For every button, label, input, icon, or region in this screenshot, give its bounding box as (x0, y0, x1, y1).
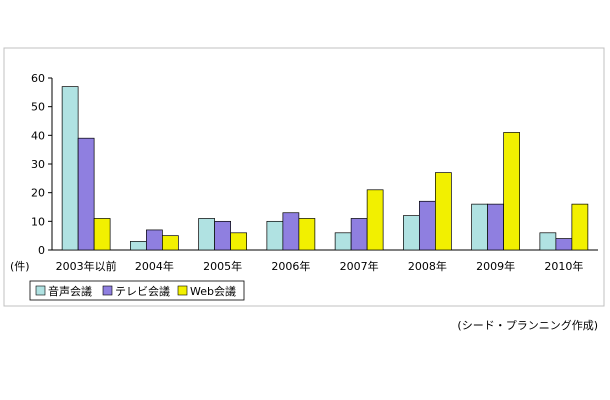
legend-label-audio: 音声会議 (48, 284, 92, 298)
bar-audio (61, 86, 79, 251)
source-note: (シード・プランニング作成) (457, 318, 598, 332)
bar-video (487, 203, 504, 251)
bar-video (146, 229, 163, 251)
bar-web (503, 132, 520, 251)
bar-video (214, 220, 231, 251)
legend-label-video: テレビ会議 (115, 284, 170, 298)
bar-video (350, 218, 368, 251)
bar-web (366, 189, 384, 251)
x-category-label: 2005年 (203, 259, 242, 273)
bar-web (435, 172, 452, 251)
legend-swatch-web (177, 285, 188, 296)
y-tick-label: 60 (31, 72, 45, 85)
bar-audio (130, 241, 147, 251)
bar-web (230, 232, 247, 251)
x-category-label: 2004年 (135, 259, 174, 273)
y-tick-label: 0 (38, 244, 45, 257)
legend-swatch-audio (35, 285, 46, 296)
bar-web (298, 218, 316, 251)
legend-label-web: Web会議 (190, 284, 236, 298)
legend: 音声会議 テレビ会議 Web会議 (29, 280, 245, 301)
x-category-label: 2008年 (408, 259, 447, 273)
legend-swatch-video (102, 285, 113, 296)
bar-video (555, 238, 573, 251)
bar-web (93, 218, 111, 251)
y-axis-unit-label: (件) (10, 260, 30, 273)
bar-audio (403, 215, 420, 251)
bar-audio (334, 232, 352, 251)
x-category-label: 2009年 (476, 259, 515, 273)
bar-audio (539, 232, 557, 251)
y-tick-label: 50 (31, 101, 45, 114)
y-tick-label: 20 (31, 187, 45, 200)
x-category-label: 2003年以前 (56, 259, 117, 273)
x-category-label: 2006年 (271, 259, 310, 273)
x-category-label: 2007年 (340, 259, 379, 273)
bar-video (419, 200, 436, 251)
bar-group (61, 86, 589, 251)
x-category-label: 2010年 (544, 259, 583, 273)
bar-audio (198, 218, 215, 251)
y-tick-group: 0 10 20 30 40 50 60 (31, 72, 52, 257)
bar-video (77, 137, 95, 251)
y-tick-label: 10 (31, 215, 45, 228)
bar-web (162, 235, 179, 251)
y-tick-label: 30 (31, 158, 45, 171)
bar-audio (471, 203, 488, 251)
x-label-group: 2003年以前 2004年 2005年 2006年 2007年 2008年 2009年 201… (56, 259, 584, 273)
y-tick-label: 40 (31, 129, 45, 142)
bar-video (282, 212, 300, 251)
bar-audio (266, 220, 284, 251)
legend-box (29, 280, 245, 301)
bar-web (571, 203, 589, 251)
